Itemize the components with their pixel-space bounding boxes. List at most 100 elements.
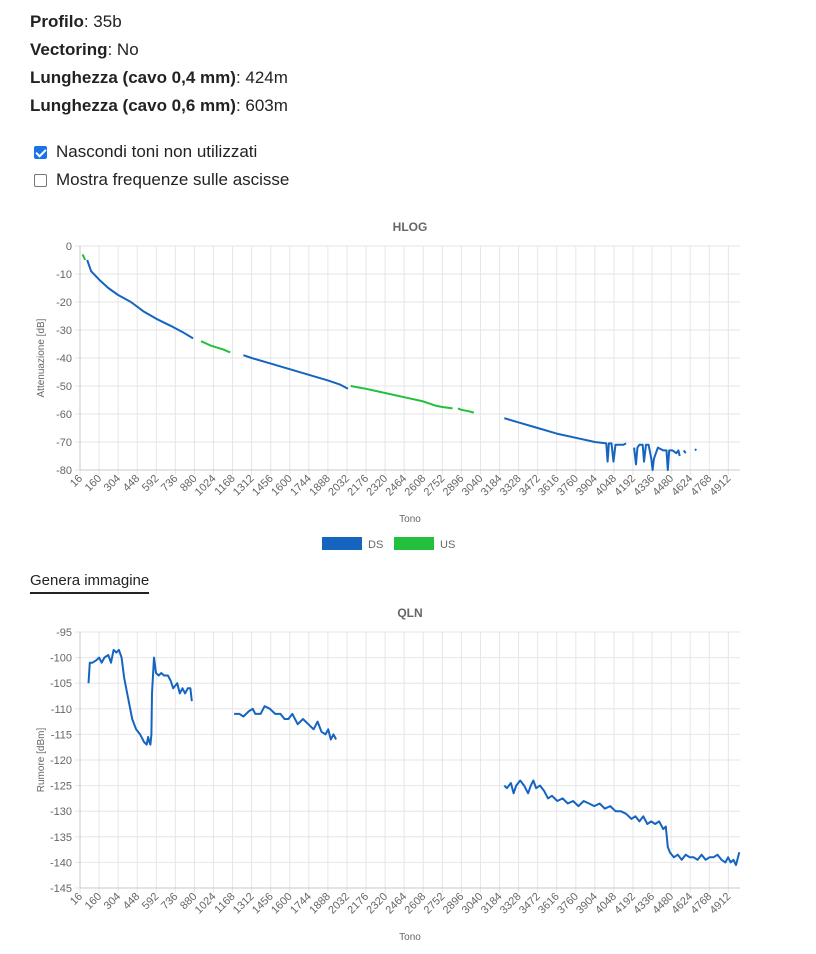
hlog-series-1-line-3 bbox=[457, 407, 475, 414]
qln-y-tick-label: -95 bbox=[56, 627, 72, 639]
show-frequencies-option[interactable]: Mostra frequenze sulle ascisse bbox=[34, 166, 289, 194]
hlog-series-1-line-1 bbox=[200, 340, 231, 354]
qln-x-tick-label: 2320 bbox=[364, 891, 390, 917]
hlog-series-0-line-0 bbox=[86, 259, 194, 340]
hlog-x-tick-label: 2464 bbox=[383, 473, 409, 499]
hide-unused-tones-label[interactable]: Nascondi toni non utilizzati bbox=[56, 142, 258, 161]
qln-x-tick-label: 304 bbox=[102, 891, 123, 912]
qln-x-tick-label: 3904 bbox=[574, 891, 600, 917]
qln-y-tick-label: -135 bbox=[50, 832, 72, 844]
qln-series-0-line-2 bbox=[503, 779, 741, 866]
hlog-legend-label-0: DS bbox=[368, 539, 383, 551]
hide-unused-tones-option[interactable]: Nascondi toni non utilizzati bbox=[34, 138, 289, 166]
qln-y-tick-label: -125 bbox=[50, 781, 72, 793]
qln-y-tick-label: -130 bbox=[50, 806, 72, 818]
qln-series-0-line-0 bbox=[87, 648, 193, 746]
qln-x-tick-label: 736 bbox=[159, 891, 180, 912]
qln-y-tick-label: -100 bbox=[50, 653, 72, 665]
qln-x-tick-label: 4048 bbox=[593, 891, 619, 917]
qln-x-tick-label: 1888 bbox=[307, 891, 333, 917]
show-frequencies-checkbox[interactable] bbox=[34, 173, 47, 187]
qln-x-tick-label: 160 bbox=[83, 891, 104, 912]
hlog-y-axis-label: Attenuazione [dB] bbox=[36, 318, 47, 397]
qln-x-tick-label: 4336 bbox=[631, 891, 657, 917]
hlog-x-tick-label: 1456 bbox=[250, 473, 276, 499]
hlog-x-tick-label: 3904 bbox=[574, 473, 600, 499]
qln-chart: QLN -95 -100 -105 -110 -115 -120 -125 -130 -135 -1… bbox=[36, 606, 741, 943]
hlog-x-tick-label: 3040 bbox=[460, 473, 486, 499]
info-length-06-value: 603m bbox=[245, 96, 288, 115]
hlog-y-tick-label: 0 bbox=[66, 241, 72, 253]
hlog-legend-label-1: US bbox=[440, 539, 455, 551]
qln-x-tick-label: 1024 bbox=[193, 891, 219, 917]
hlog-x-tick-label: 4192 bbox=[612, 473, 638, 499]
hlog-x-tick-label: 4480 bbox=[650, 473, 676, 499]
hlog-legend-swatch-0 bbox=[322, 537, 362, 550]
info-profile-value: 35b bbox=[93, 12, 122, 31]
generate-image-button[interactable]: Genera immagine bbox=[30, 572, 150, 594]
hlog-x-tick-label: 3184 bbox=[479, 473, 505, 499]
hlog-series-0-line-4 bbox=[682, 449, 687, 454]
hlog-x-tick-label: 2752 bbox=[422, 473, 448, 499]
qln-title: QLN bbox=[397, 606, 422, 620]
hlog-x-tick-label: 3760 bbox=[555, 473, 581, 499]
qln-y-tick-label: -145 bbox=[50, 883, 72, 895]
hlog-x-tick-label: 304 bbox=[102, 473, 123, 494]
qln-x-tick-label: 1312 bbox=[231, 891, 257, 917]
info-vectoring-label: Vectoring bbox=[30, 40, 108, 59]
qln-y-tick-label: -115 bbox=[51, 729, 72, 741]
qln-x-tick-label: 592 bbox=[140, 891, 161, 912]
line-info: Profilo: 35b Vectoring: No Lunghezza (ca… bbox=[30, 8, 288, 120]
hlog-x-axis-label: Tono bbox=[399, 514, 421, 525]
info-length-06-label: Lunghezza (cavo 0,6 mm) bbox=[30, 96, 236, 115]
hlog-x-tick-label: 160 bbox=[83, 473, 104, 494]
hlog-y-tick-label: -30 bbox=[56, 325, 72, 337]
qln-x-tick-label: 2896 bbox=[441, 891, 467, 917]
qln-x-tick-label: 4480 bbox=[650, 891, 676, 917]
info-length-04-value: 424m bbox=[245, 68, 288, 87]
qln-x-tick-label: 1600 bbox=[269, 891, 295, 917]
hlog-series-1-line-2 bbox=[350, 385, 453, 410]
hlog-x-tick-label: 1888 bbox=[307, 473, 333, 499]
hlog-series-0-line-5 bbox=[694, 448, 698, 452]
hlog-x-tick-label: 4048 bbox=[593, 473, 619, 499]
qln-x-tick-label: 4912 bbox=[708, 891, 734, 917]
hlog-legend-swatch-1 bbox=[394, 537, 434, 550]
qln-x-tick-label: 1744 bbox=[288, 891, 314, 917]
qln-y-tick-label: -120 bbox=[50, 755, 72, 767]
hlog-x-tick-label: 592 bbox=[140, 473, 161, 494]
qln-x-tick-label: 2032 bbox=[326, 891, 352, 917]
qln-x-tick-label: 2176 bbox=[345, 891, 371, 917]
info-profile-label: Profilo bbox=[30, 12, 84, 31]
info-vectoring: Vectoring: No bbox=[30, 40, 139, 59]
qln-x-tick-label: 2608 bbox=[403, 891, 429, 917]
qln-x-axis-label: Tono bbox=[399, 932, 421, 943]
qln-y-axis-label: Rumore [dBm] bbox=[36, 728, 47, 793]
qln-y-tick-label: -105 bbox=[50, 678, 72, 690]
qln-x-tick-label: 4768 bbox=[689, 891, 715, 917]
hlog-series-0-line-2 bbox=[504, 417, 627, 463]
hlog-title: HLOG bbox=[393, 220, 428, 234]
show-frequencies-label[interactable]: Mostra frequenze sulle ascisse bbox=[56, 170, 290, 189]
qln-x-tick-label: 4624 bbox=[670, 891, 696, 917]
hlog-y-tick-label: -60 bbox=[56, 409, 72, 421]
hlog-x-tick-label: 1024 bbox=[193, 473, 219, 499]
hlog-x-tick-label: 4624 bbox=[670, 473, 696, 499]
hlog-y-tick-label: -40 bbox=[56, 353, 72, 365]
info-vectoring-value: No bbox=[116, 40, 139, 59]
qln-y-tick-label: -140 bbox=[50, 857, 72, 869]
qln-y-tick-label: -110 bbox=[51, 704, 72, 716]
hlog-x-tick-label: 2896 bbox=[441, 473, 467, 499]
hlog-x-tick-label: 3472 bbox=[517, 473, 543, 499]
info-length-04-label: Lunghezza (cavo 0,4 mm) bbox=[30, 68, 236, 87]
qln-x-tick-label: 2464 bbox=[383, 891, 409, 917]
hlog-x-tick-label: 448 bbox=[121, 473, 142, 494]
hlog-x-tick-label: 1312 bbox=[231, 473, 257, 499]
hlog-x-tick-label: 4912 bbox=[708, 473, 734, 499]
hlog-x-tick-label: 3328 bbox=[498, 473, 524, 499]
hlog-x-tick-label: 2608 bbox=[403, 473, 429, 499]
hlog-y-tick-label: -70 bbox=[56, 437, 72, 449]
hlog-chart: HLOG0-10-20-30-40-50-60-70-8016160304448… bbox=[36, 220, 740, 551]
qln-x-tick-label: 3760 bbox=[555, 891, 581, 917]
hide-unused-tones-checkbox[interactable] bbox=[34, 145, 47, 159]
